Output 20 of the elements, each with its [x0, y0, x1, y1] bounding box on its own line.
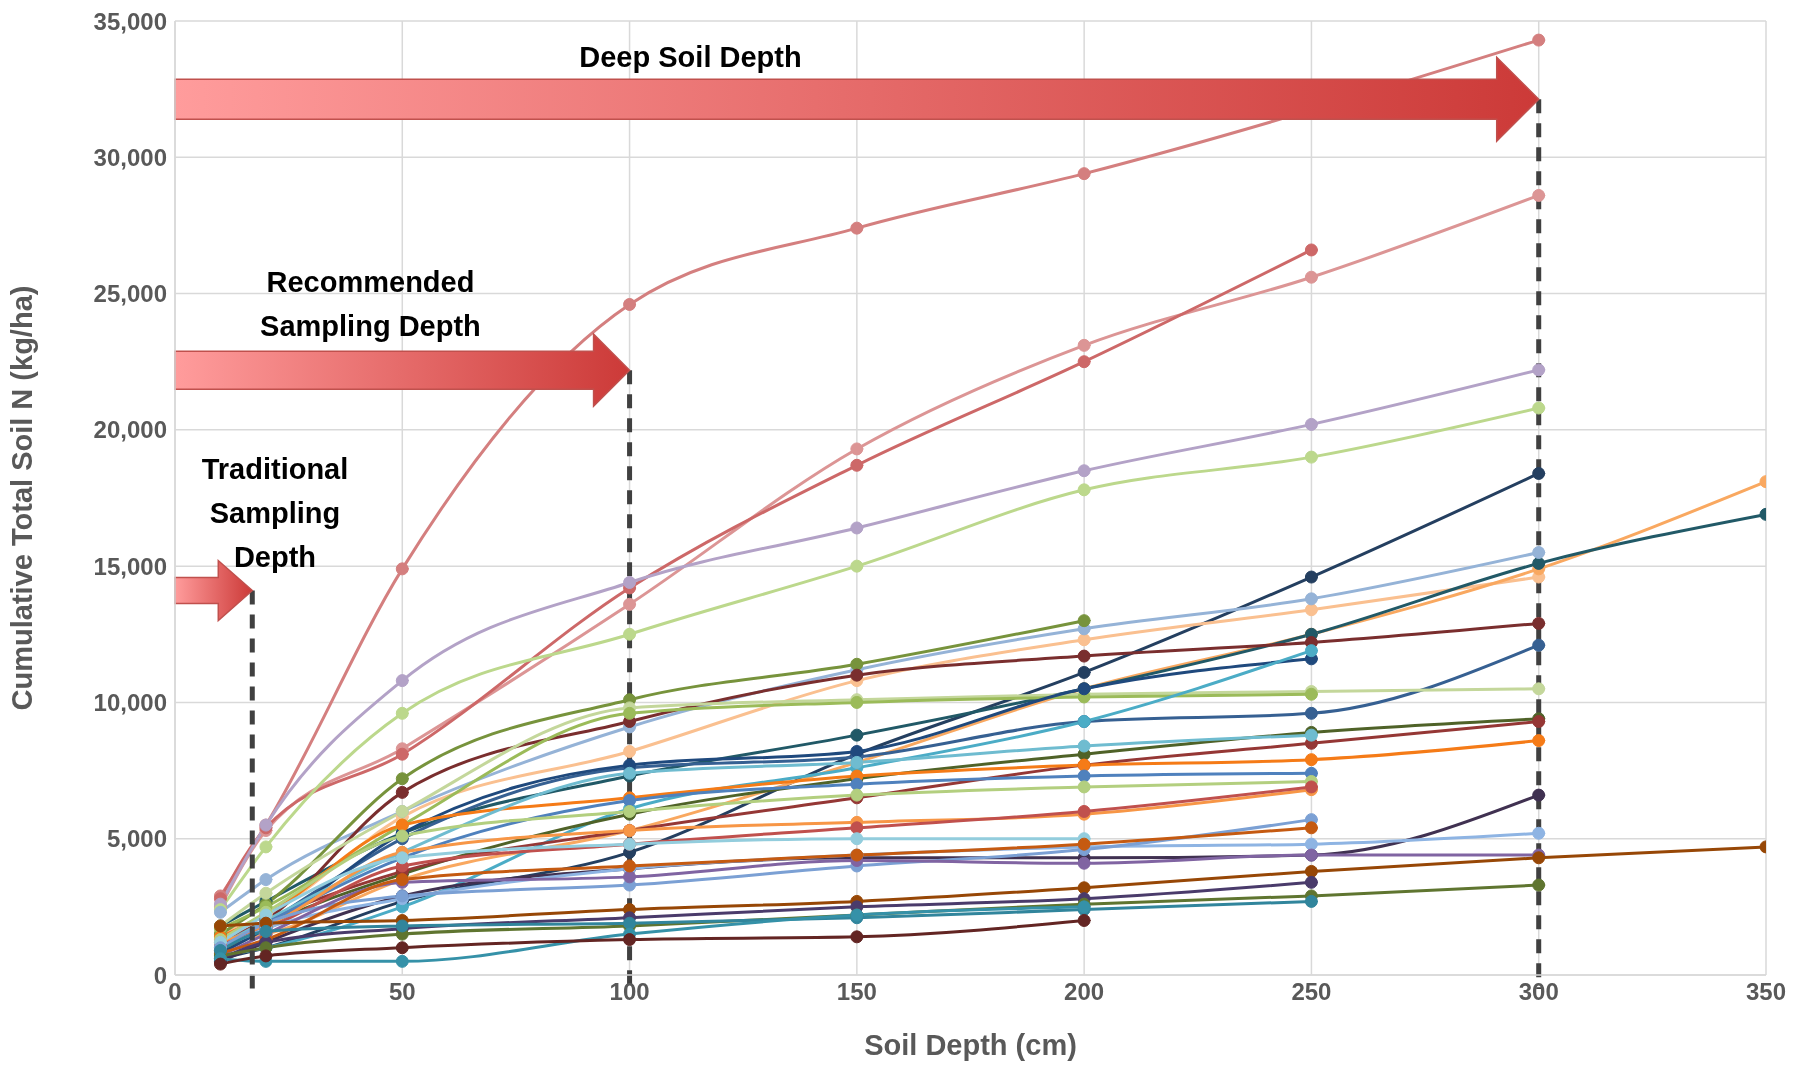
annotation: Deep Soil Depth — [579, 41, 802, 74]
y-tick-label: 15,000 — [93, 552, 167, 580]
x-tick-label: 300 — [1518, 978, 1559, 1006]
y-tick-label: 30,000 — [93, 143, 167, 171]
x-axis-title: Soil Depth (cm) — [864, 1029, 1077, 1061]
y-tick-label: 5,000 — [106, 825, 167, 853]
x-tick-label: 50 — [388, 978, 416, 1006]
x-tick-label: 150 — [836, 978, 877, 1006]
x-tick-label: 100 — [609, 978, 650, 1006]
y-axis-title: Cumulative Total Soil N (kg/ha) — [6, 285, 39, 711]
y-tick-label: 10,000 — [93, 688, 167, 716]
x-tick-label: 350 — [1745, 978, 1787, 1006]
y-tick-label: 20,000 — [93, 416, 167, 444]
x-tick-label: 250 — [1291, 978, 1332, 1006]
y-tick-label: 0 — [153, 961, 167, 989]
x-tick-label: 200 — [1064, 978, 1105, 1006]
y-tick-label: 25,000 — [93, 280, 167, 308]
annotation: Recommended Sampling Depth — [260, 266, 481, 343]
annotation: Traditional Sampling Depth — [201, 452, 349, 573]
y-tick-label: 35,000 — [93, 7, 167, 35]
